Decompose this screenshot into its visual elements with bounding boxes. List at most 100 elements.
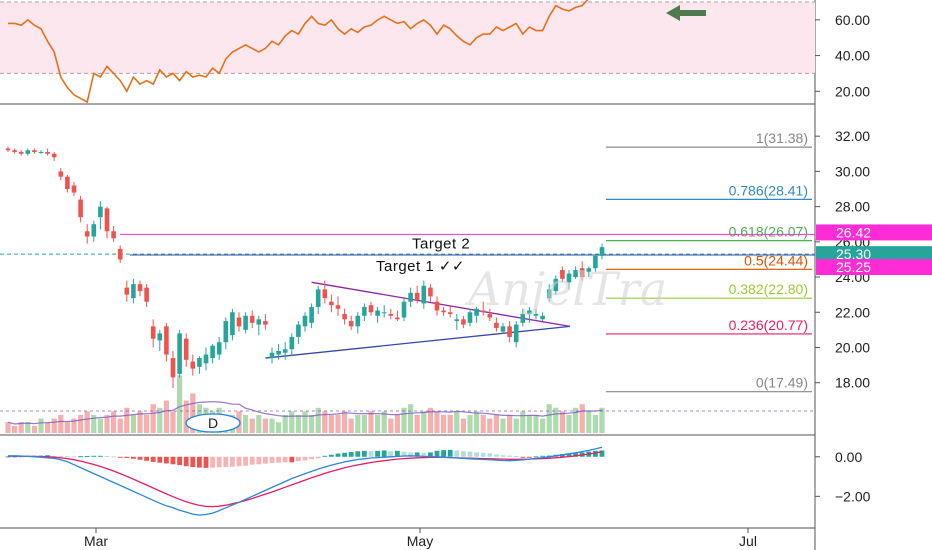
candle-body xyxy=(527,310,532,315)
macd-histogram-bar xyxy=(428,452,433,457)
volume-bar xyxy=(487,418,493,433)
macd-histogram-bar xyxy=(500,455,506,457)
candle-body xyxy=(223,321,229,343)
volume-bar xyxy=(51,418,57,433)
macd-histogram-bar xyxy=(78,456,83,458)
macd-histogram-bar xyxy=(520,456,526,458)
candle-body xyxy=(553,278,559,292)
volume-bar xyxy=(177,375,183,433)
macd-histogram-bar xyxy=(329,454,334,457)
candle-body xyxy=(197,358,202,367)
macd-histogram-bar xyxy=(276,456,281,463)
candle-body xyxy=(276,351,281,355)
candle-body xyxy=(533,314,539,316)
macd-histogram-bar xyxy=(368,451,374,457)
volume-bar xyxy=(31,425,37,433)
candle-body xyxy=(309,306,314,323)
volume-bar xyxy=(348,418,354,433)
macd-histogram-bar xyxy=(421,452,427,457)
candle-body xyxy=(18,152,24,154)
volume-bar xyxy=(144,415,150,433)
dividend-marker xyxy=(185,413,241,433)
macd-histogram-bar xyxy=(434,450,440,457)
macd-histogram-bar xyxy=(289,456,295,463)
candle-body xyxy=(395,317,400,320)
fib-label: 0.618(26.07) xyxy=(729,224,808,240)
time-axis: Mar May Jul xyxy=(84,528,757,549)
candle-body xyxy=(461,319,466,325)
candle-body xyxy=(560,270,565,279)
macd-histogram-bar xyxy=(183,456,189,467)
volume-bar xyxy=(256,415,262,433)
macd-histogram-bar xyxy=(203,456,209,468)
candle-body xyxy=(573,270,578,278)
macd-histogram-bar xyxy=(573,453,578,457)
macd-histogram-bar xyxy=(137,456,143,460)
volume-bar xyxy=(388,418,394,433)
price-label-box xyxy=(816,224,932,241)
volume-bar xyxy=(375,415,381,433)
macd-histogram-bar xyxy=(480,452,486,457)
axis-tick-label: 18.00 xyxy=(835,375,870,391)
rsi-line xyxy=(8,0,589,104)
macd-histogram-bar xyxy=(355,451,361,457)
macd-histogram-bar xyxy=(414,452,420,457)
macd-histogram-bar xyxy=(164,456,169,464)
candle-body xyxy=(362,306,367,316)
volume-bar xyxy=(342,411,348,433)
candle-body xyxy=(25,150,31,154)
candle-body xyxy=(203,354,209,364)
macd-histogram-bar xyxy=(269,456,275,464)
candle-body xyxy=(164,326,169,355)
candle-body xyxy=(355,315,361,327)
volume-bar xyxy=(533,415,539,433)
target2-label: Target 2 xyxy=(412,235,470,252)
macd-histogram-bar xyxy=(533,456,539,458)
candle-body xyxy=(414,292,420,300)
macd-histogram-bar xyxy=(474,452,479,457)
volume-bar xyxy=(315,407,321,433)
macd-histogram-bar xyxy=(467,451,473,457)
volume-bar xyxy=(269,418,275,433)
volume-bar xyxy=(91,415,97,433)
candle-body xyxy=(51,153,57,158)
fib-label: 0.786(28.41) xyxy=(729,182,808,198)
candle-body xyxy=(474,308,479,316)
candle-body xyxy=(566,273,572,283)
volume-bar xyxy=(573,407,579,433)
volume-bar xyxy=(421,411,427,433)
macd-histogram-bar xyxy=(395,450,400,457)
candle-body xyxy=(329,301,334,306)
macd-histogram-bar xyxy=(58,455,64,457)
time-tick-label: May xyxy=(407,533,433,549)
volume-bar xyxy=(540,418,546,433)
candle-body xyxy=(447,312,453,315)
triangle-pattern xyxy=(265,281,571,359)
axis-tick-label: 0.00 xyxy=(835,449,862,465)
candle-body xyxy=(579,268,585,278)
macd-histogram-bar xyxy=(487,453,493,457)
candle-body xyxy=(183,338,189,360)
volume-bar xyxy=(447,415,453,433)
macd-histogram-bar xyxy=(408,452,413,457)
volume-bar xyxy=(117,418,123,433)
macd-histogram-bar xyxy=(401,451,407,457)
axis-tick-label: 32.00 xyxy=(835,128,870,144)
candle-body xyxy=(137,284,143,292)
volume-bar xyxy=(592,415,598,433)
candle-body xyxy=(500,326,506,332)
candle-body xyxy=(131,284,136,299)
candle-body xyxy=(190,361,196,369)
volume-bar xyxy=(335,415,341,433)
fibonacci-levels: 1(31.38) 0.786(28.41) 0.618(26.07) 0.5(24.4… xyxy=(0,130,815,393)
macd-histogram-bar xyxy=(5,456,11,458)
candle-body xyxy=(368,305,374,313)
volume-bar xyxy=(467,415,473,433)
volume-bar xyxy=(599,407,605,433)
candle-body xyxy=(421,285,427,304)
volume-bar xyxy=(566,415,572,433)
macd-histogram-bar xyxy=(540,455,545,457)
candle-body xyxy=(84,231,90,237)
watermark: AnjelTra xyxy=(464,262,667,316)
